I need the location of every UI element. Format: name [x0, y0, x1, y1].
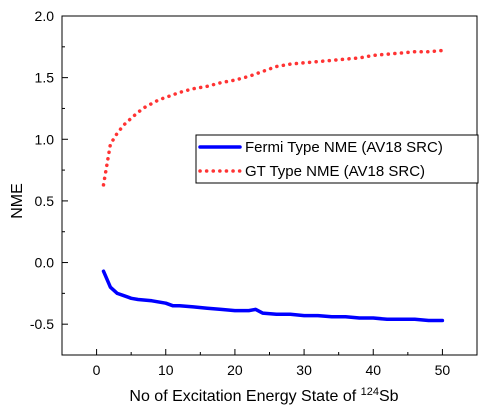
- x-tick-label: 10: [158, 362, 174, 378]
- y-tick-label: 0.5: [35, 193, 55, 209]
- y-tick-label: 1.0: [35, 131, 55, 147]
- ticks-layer: 0 10 20 30 40 50 -0.5 0.0 0.5 1.0 1.5 2.0: [30, 8, 451, 378]
- y-tick-label: 0.0: [35, 255, 55, 271]
- gt-series-line: [101, 48, 445, 187]
- x-tick-label: 0: [93, 362, 101, 378]
- legend-box: [195, 134, 479, 184]
- x-axis-title-superscript: 124: [361, 386, 379, 398]
- legend-label-gt: GT Type NME (AV18 SRC): [245, 163, 425, 180]
- y-tick-label: 2.0: [35, 8, 55, 24]
- legend: Fermi Type NME (AV18 SRC) GT Type NME (A…: [195, 134, 479, 184]
- x-tick-label: 30: [296, 362, 312, 378]
- plot-frame: [61, 15, 478, 356]
- y-axis-title: NME: [9, 183, 26, 219]
- x-axis-title-tail: Sb: [379, 388, 399, 405]
- legend-label-fermi: Fermi Type NME (AV18 SRC): [245, 139, 443, 156]
- y-tick-label: -0.5: [30, 316, 54, 332]
- x-tick-label: 20: [227, 362, 243, 378]
- y-tick-label: 1.5: [35, 70, 55, 86]
- series-layer: [101, 48, 445, 323]
- x-tick-label: 50: [435, 362, 451, 378]
- x-axis-title-main: No of Excitation Energy State of: [129, 388, 360, 405]
- x-axis-title: No of Excitation Energy State of 124Sb: [129, 386, 398, 405]
- fermi-series-line: [101, 269, 445, 323]
- x-tick-label: 40: [365, 362, 381, 378]
